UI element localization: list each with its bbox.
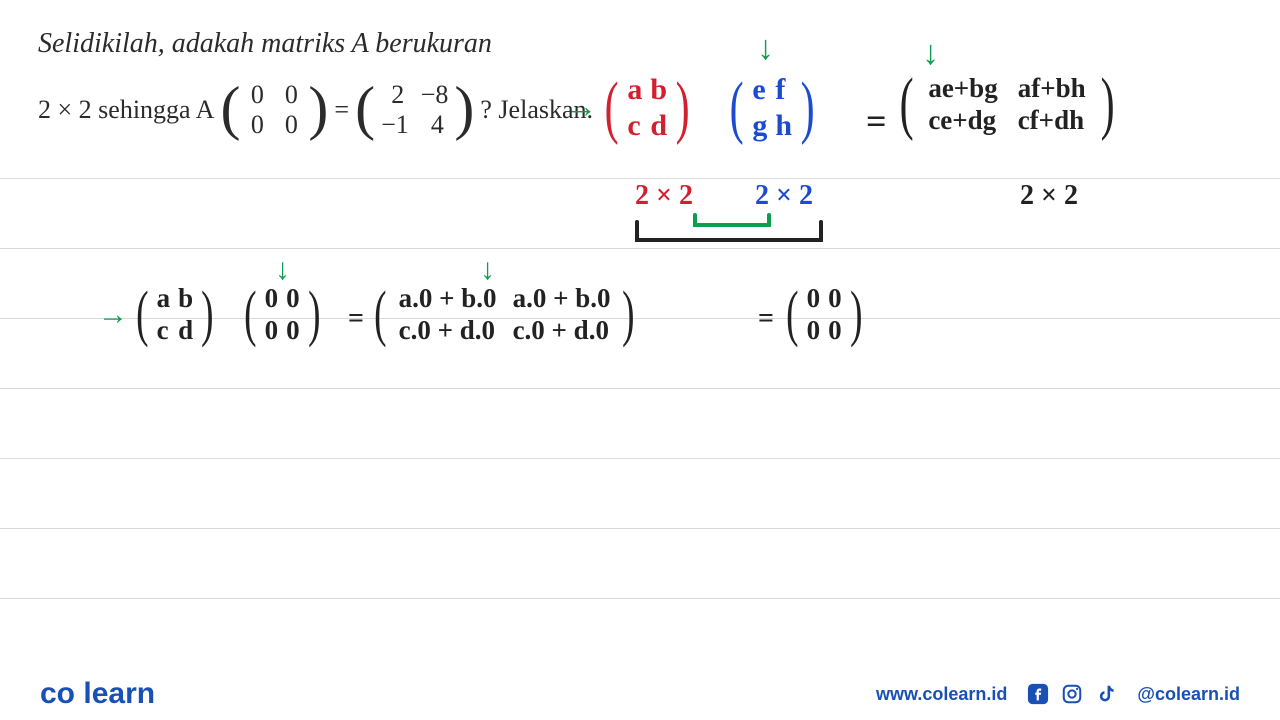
mres-a: 0: [807, 282, 821, 314]
m0-c: 0: [246, 110, 268, 140]
paren-right: ): [308, 87, 328, 129]
question-prefix: 2 × 2 sehingga A: [38, 95, 214, 125]
arrow-down-icon: ↓: [922, 35, 939, 73]
mc-21: ce+dg: [928, 104, 997, 136]
paren-left: (: [374, 296, 386, 333]
footer: co learn www.colearn.id @colearn.id: [0, 668, 1280, 720]
mc-22: cf+dh: [1018, 104, 1086, 136]
mr-d: 4: [426, 110, 448, 140]
paren-right: ): [801, 87, 815, 129]
mres-d: 0: [828, 314, 842, 346]
logo-part-2: learn: [83, 677, 155, 710]
paren-right: ): [623, 296, 635, 333]
ma2-d: d: [178, 314, 193, 346]
paren-right: ): [308, 296, 320, 333]
question-text-1: Selidikilah, adakah matriks A berukuran: [38, 28, 492, 59]
equals-hw-3: =: [758, 303, 774, 335]
hw-matrix-exp: ( a.0 + b.0 c.0 + d.0 a.0 + b.0 c.0 + d.…: [370, 282, 639, 347]
ma2-b: b: [178, 282, 193, 314]
ma-a: a: [627, 72, 642, 108]
ruled-line: [0, 248, 1280, 249]
mz2-a: 0: [265, 282, 279, 314]
mr-c: −1: [381, 110, 409, 140]
mexp-12: a.0 + b.0: [513, 282, 611, 314]
paren-right: ): [454, 87, 474, 129]
equals-sign: =: [334, 95, 349, 125]
paren-left: (: [355, 87, 375, 129]
ma-d: d: [650, 108, 667, 144]
logo-part-1: co: [40, 677, 75, 710]
paren-right: ): [850, 296, 862, 333]
paren-right: ): [201, 296, 213, 333]
ruled-line: [0, 528, 1280, 529]
mr-a: 2: [387, 80, 409, 110]
paren-left: (: [244, 296, 256, 333]
tiktok-icon: [1093, 681, 1119, 707]
footer-handle: @colearn.id: [1137, 684, 1240, 705]
dim-label-black: 2 × 2: [1020, 180, 1078, 212]
hw-matrix-res: ( 0 0 0 0 ): [782, 282, 866, 347]
ma-b: b: [650, 72, 667, 108]
mz2-b: 0: [286, 282, 300, 314]
mz2-c: 0: [265, 314, 279, 346]
mb-e: e: [752, 72, 767, 108]
arrow-right-icon: →: [565, 88, 597, 125]
dim-label-red: 2 × 2: [635, 180, 693, 212]
hw-matrix-b: ( e g f h ): [725, 72, 819, 144]
hw-matrix-zero2: ( 0 0 0 0 ): [240, 282, 324, 347]
mb-g: g: [752, 108, 767, 144]
question-line-2: 2 × 2 sehingga A ( 0 0 0 0 ) = ( 2 −1 −8…: [38, 80, 593, 140]
ma2-a: a: [157, 282, 171, 314]
dim-label-blue: 2 × 2: [755, 180, 813, 212]
equals-hw: =: [858, 100, 895, 142]
equals-hw-2: =: [348, 303, 364, 335]
m0-b: 0: [280, 80, 302, 110]
m0-a: 0: [246, 80, 268, 110]
paren-left: (: [786, 296, 798, 333]
mr-b: −8: [421, 80, 449, 110]
ruled-line: [0, 388, 1280, 389]
mexp-21: c.0 + d.0: [399, 314, 497, 346]
paren-left: (: [730, 87, 744, 129]
footer-right: www.colearn.id @colearn.id: [876, 681, 1240, 707]
paren-right: ): [676, 87, 690, 129]
mexp-11: a.0 + b.0: [399, 282, 497, 314]
social-icons: [1025, 681, 1119, 707]
matrix-zero: ( 0 0 0 0 ): [220, 80, 328, 140]
logo: co learn: [40, 677, 155, 711]
facebook-icon: [1025, 681, 1051, 707]
ruled-line: [0, 598, 1280, 599]
arrow-down-icon: ↓: [757, 30, 774, 68]
mc-12: af+bh: [1018, 72, 1086, 104]
mz2-d: 0: [286, 314, 300, 346]
footer-url: www.colearn.id: [876, 684, 1007, 705]
ruled-line: [0, 458, 1280, 459]
hw-matrix-c: ( ae+bg ce+dg af+bh cf+dh ): [895, 72, 1119, 137]
hw-matrix-a: ( a c b d ): [600, 72, 694, 144]
m0-d: 0: [280, 110, 302, 140]
paren-left: (: [605, 87, 619, 129]
mres-c: 0: [807, 314, 821, 346]
question-line-1: Selidikilah, adakah matriks A berukuran: [38, 28, 492, 60]
mres-b: 0: [828, 282, 842, 314]
matrix-result: ( 2 −1 −8 4 ): [355, 80, 474, 140]
paren-left: (: [136, 296, 148, 333]
mc-11: ae+bg: [928, 72, 997, 104]
arrow-right-icon: →: [98, 298, 128, 332]
ruled-line: [0, 178, 1280, 179]
hw-matrix-a2: ( a c b d ): [132, 282, 218, 347]
paren-left: (: [220, 87, 240, 129]
paren-right: ): [1100, 83, 1114, 125]
ma-c: c: [627, 108, 642, 144]
paren-left: (: [900, 83, 914, 125]
instagram-icon: [1059, 681, 1085, 707]
ma2-c: c: [157, 314, 171, 346]
mb-f: f: [775, 72, 792, 108]
mexp-22: c.0 + d.0: [513, 314, 611, 346]
mb-h: h: [775, 108, 792, 144]
bracket-inner: [693, 213, 773, 229]
